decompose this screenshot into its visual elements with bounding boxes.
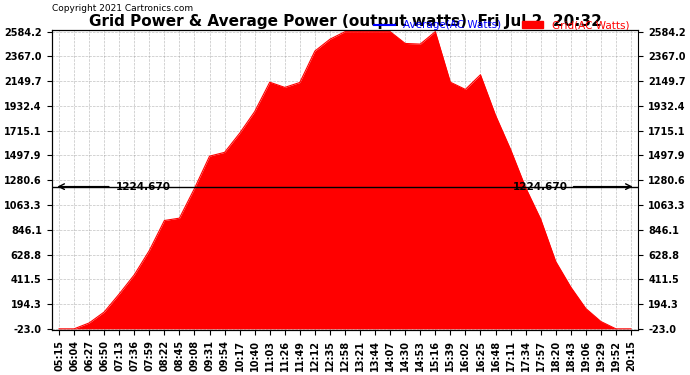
Legend: Average(AC Watts), Grid(AC Watts): Average(AC Watts), Grid(AC Watts): [370, 16, 633, 34]
Title: Grid Power & Average Power (output watts)  Fri Jul 2  20:32: Grid Power & Average Power (output watts…: [88, 14, 602, 29]
Text: 1224.670: 1224.670: [513, 182, 568, 192]
Text: Copyright 2021 Cartronics.com: Copyright 2021 Cartronics.com: [52, 3, 193, 12]
Text: 1224.670: 1224.670: [116, 182, 171, 192]
